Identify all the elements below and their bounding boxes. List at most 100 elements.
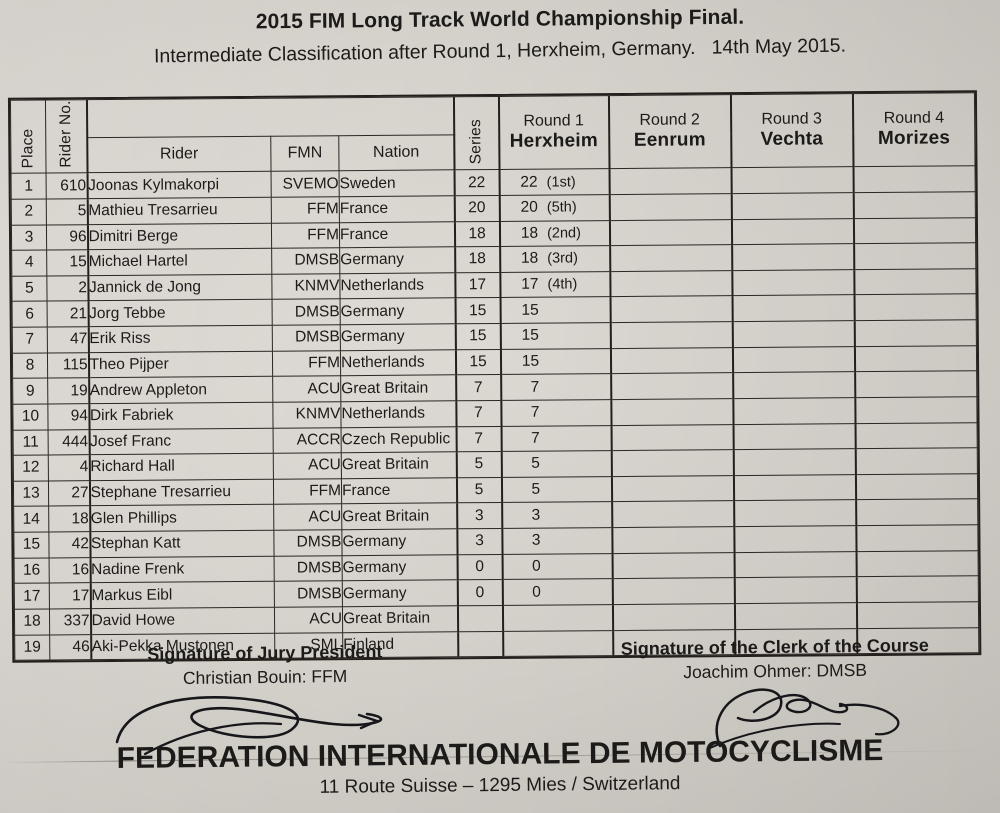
cell-round-3 — [731, 192, 854, 220]
cell-place: 1 — [11, 173, 47, 200]
cell-round-3 — [731, 243, 854, 271]
cell-series: 7 — [456, 425, 502, 452]
classification-table-wrapper: Place Rider No. Series Round 1 Herxheim … — [7, 90, 982, 664]
cell-round-1: 22 (1st) — [499, 168, 610, 196]
cell-rider-name: David Howe — [90, 607, 275, 635]
cell-place: 9 — [12, 378, 48, 405]
cell-round-2 — [611, 475, 734, 502]
cell-series: 3 — [456, 528, 503, 555]
round-3-label: Round 3 — [761, 109, 822, 128]
cell-fmn: DMSB — [271, 247, 340, 275]
cell-rider-no: 19 — [47, 377, 89, 404]
cell-round-1: 17 (4th) — [499, 271, 611, 298]
th-place: Place — [10, 100, 47, 174]
cell-nation: Netherlands — [340, 349, 456, 376]
jury-signature-title: Signature of Jury President — [147, 641, 383, 665]
cell-series: 7 — [455, 374, 501, 401]
cell-round-3 — [731, 166, 854, 194]
cell-rider-name: Stephane Tresarrieu — [89, 479, 274, 507]
cell-round-1: 15 — [500, 348, 611, 375]
cell-series: 5 — [456, 477, 502, 504]
round-1-points: 0 — [531, 557, 541, 575]
cell-series — [457, 605, 503, 632]
cell-rider-name: Jorg Tebbe — [88, 299, 273, 327]
cell-place: 11 — [13, 429, 49, 456]
cell-place: 17 — [14, 583, 50, 610]
cell-rider-no: 94 — [47, 403, 90, 430]
cell-round-4 — [855, 422, 978, 449]
cell-place: 18 — [14, 608, 50, 635]
cell-fmn: DMSB — [273, 529, 343, 556]
cell-series: 7 — [455, 400, 502, 427]
cell-nation: Sweden — [339, 170, 455, 197]
cell-round-1: 0 — [502, 553, 613, 580]
classification-table: Place Rider No. Series Round 1 Herxheim … — [7, 90, 982, 664]
cell-round-2 — [609, 244, 732, 272]
cell-round-3 — [732, 295, 855, 322]
cell-fmn: SVEMO — [271, 170, 340, 198]
cell-nation: Czech Republic — [341, 426, 457, 453]
cell-fmn: ACCR — [273, 427, 342, 454]
cell-rider-no: 16 — [49, 557, 91, 584]
cell-round-2 — [611, 424, 734, 451]
round-1-points: 5 — [531, 480, 541, 498]
cell-round-2 — [612, 577, 735, 605]
cell-fmn: DMSB — [272, 324, 341, 351]
cell-fmn: DMSB — [272, 299, 341, 326]
cell-round-2 — [609, 270, 733, 297]
cell-round-4 — [853, 217, 976, 244]
cell-nation: Germany — [339, 246, 455, 274]
round-2-label: Round 2 — [639, 110, 700, 129]
cell-place: 2 — [11, 198, 47, 225]
cell-fmn: FFM — [272, 350, 341, 377]
cell-fmn: ACU — [272, 375, 341, 403]
clerk-signature-title: Signature of the Clerk of the Course — [620, 635, 929, 659]
cell-round-4 — [856, 601, 979, 629]
round-2-city: Eenrum — [633, 129, 706, 152]
cell-rider-no: 115 — [47, 352, 89, 379]
cell-place: 7 — [12, 327, 48, 353]
page-subtitle: Intermediate Classification after Round … — [0, 32, 1000, 71]
round-1-points: 3 — [531, 506, 541, 524]
cell-round-3 — [732, 346, 855, 373]
cell-rider-name: Jannick de Jong — [87, 274, 273, 302]
cell-fmn: ACU — [274, 606, 343, 633]
cell-round-2 — [609, 167, 732, 195]
cell-series: 18 — [454, 246, 500, 273]
cell-round-1: 18 (2nd) — [499, 220, 610, 247]
cell-nation: France — [341, 477, 457, 505]
round-1-position: (3rd) — [547, 250, 578, 268]
cell-rider-no: 17 — [49, 582, 91, 609]
cell-round-3 — [734, 551, 857, 578]
cell-place: 16 — [14, 557, 50, 584]
header-row-top: Place Rider No. Series Round 1 Herxheim … — [10, 92, 976, 174]
cell-round-4 — [854, 319, 977, 347]
cell-round-4 — [855, 524, 979, 552]
cell-round-4 — [856, 575, 979, 603]
cell-nation: Germany — [340, 298, 456, 325]
cell-rider-name: Richard Hall — [89, 453, 274, 481]
cell-series: 0 — [457, 579, 503, 606]
cell-round-2 — [611, 501, 734, 528]
cell-round-2 — [612, 603, 735, 631]
round-1-label: Round 1 — [523, 111, 584, 130]
round-1-points: 7 — [530, 429, 540, 447]
cell-rider-name: Erik Riss — [88, 325, 273, 353]
cell-rider-name: Markus Eibl — [90, 581, 275, 609]
cell-round-4 — [854, 294, 977, 321]
cell-fmn: DMSB — [274, 555, 343, 582]
cell-nation: Great Britain — [341, 503, 457, 530]
round-1-position: (5th) — [546, 199, 577, 216]
th-rider-no: Rider No. — [45, 99, 88, 174]
cell-place: 4 — [11, 250, 47, 277]
cell-round-1: 18 (3rd) — [499, 245, 610, 273]
cell-series: 17 — [454, 272, 501, 299]
cell-rider-no: 444 — [48, 429, 90, 456]
cell-rider-name: Andrew Appleton — [88, 376, 273, 404]
cell-round-1: 5 — [501, 450, 612, 478]
signature-block-clerk: Signature of the Clerk of the Course Joa… — [560, 634, 991, 684]
subtitle-text: Intermediate Classification after Round … — [153, 36, 696, 68]
cell-place: 8 — [12, 352, 48, 379]
cell-series: 18 — [454, 220, 500, 247]
